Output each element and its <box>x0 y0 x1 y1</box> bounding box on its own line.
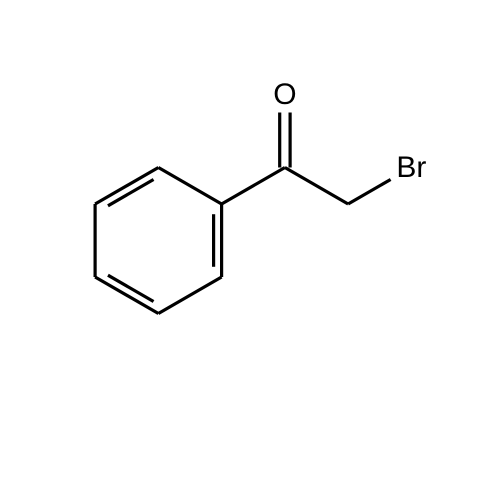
atom-label-br: Br <box>396 151 426 184</box>
molecule-diagram: O Br <box>0 0 500 500</box>
atom-label-o: O <box>273 78 296 111</box>
